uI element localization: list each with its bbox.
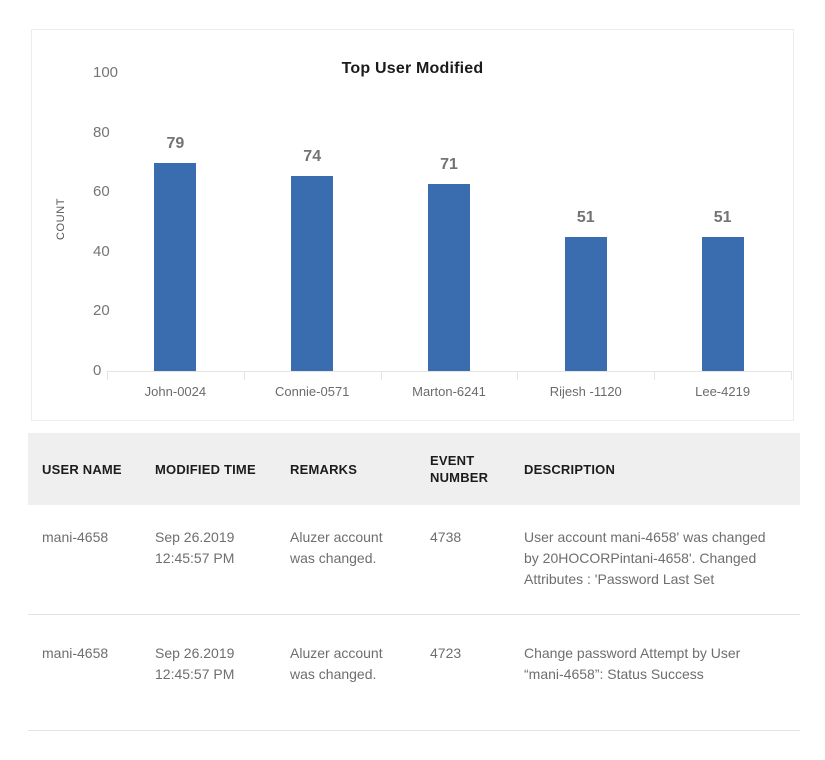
- y-axis-tick-label: 40: [93, 242, 110, 260]
- bar-lee-4219[interactable]: [701, 236, 744, 371]
- table-header-row: USER NAME MODIFIED TIME REMARKS EVENT NUMBE…: [28, 433, 800, 505]
- bar-john-0024[interactable]: [154, 162, 197, 371]
- x-axis-tick: [791, 371, 792, 380]
- x-axis-tick: [107, 371, 108, 380]
- x-axis: John-0024 Connie-0571 Marton-6241 Rijesh -1…: [107, 384, 791, 404]
- cell-description: Change password Attempt by User “mani-46…: [524, 645, 741, 682]
- bar-value-label: 51: [713, 208, 732, 226]
- column-header-event-number: EVENT NUMBER: [430, 453, 489, 485]
- cell-event-number: 4723: [430, 645, 462, 661]
- bar-rijesh-1120[interactable]: [564, 236, 607, 371]
- cell-modified-time: Sep 26.2019 12:45:57 PM: [155, 645, 235, 682]
- table-row: mani-4658 Sep 26.2019 12:45:57 PM Aluzer a…: [28, 505, 800, 615]
- bar-value-label: 79: [166, 134, 185, 152]
- x-axis-tick: [243, 371, 245, 380]
- cell-user-name: mani-4658: [42, 529, 109, 545]
- table-row: mani-4658 Sep 26.2019 12:45:57 PM Aluzer a…: [28, 615, 800, 731]
- x-axis-category-label: Connie-0571: [274, 384, 350, 399]
- y-axis-tick-label: 80: [93, 123, 110, 141]
- column-header-user-name: USER NAME: [42, 461, 122, 477]
- y-axis-tick-label: 20: [93, 302, 110, 320]
- y-axis-label: COUNT: [55, 197, 67, 241]
- bar-marton-6241[interactable]: [428, 183, 470, 371]
- x-axis-category-label: Marton-6241: [412, 384, 486, 399]
- chart-card: Top User Modified COUNT 79 74 71 51 51 John-…: [31, 29, 794, 421]
- column-header-modified-time: MODIFIED TIME: [155, 461, 256, 477]
- x-axis-tick: [517, 371, 519, 380]
- bar-value-label: 71: [440, 155, 458, 173]
- bar-value-label: 51: [576, 208, 595, 226]
- cell-event-number: 4738: [430, 529, 462, 545]
- cell-modified-time: Sep 26.2019 12:45:57 PM: [155, 529, 235, 566]
- x-axis-tick: [654, 371, 656, 380]
- column-header-remarks: REMARKS: [290, 461, 358, 477]
- bar-connie-0571[interactable]: [291, 175, 334, 371]
- x-axis-category-label: Rijesh -1120: [549, 384, 622, 399]
- cell-remarks: Aluzer account was changed.: [290, 645, 383, 682]
- x-axis-tick: [380, 371, 382, 380]
- y-axis-tick-label: 100: [93, 64, 119, 81]
- y-axis-tick-label: 0: [93, 362, 102, 379]
- cell-remarks: Aluzer account was changed.: [290, 529, 383, 566]
- chart-title: Top User Modified: [341, 60, 484, 77]
- cell-description: User account mani-4658' was changed by 2…: [524, 529, 766, 587]
- cell-user-name: mani-4658: [42, 645, 109, 661]
- bar-value-label: 74: [303, 147, 322, 165]
- bar-chart-plot: 79 74 71 51 51: [107, 73, 792, 380]
- events-table: USER NAME MODIFIED TIME REMARKS EVENT NUMBE…: [28, 433, 800, 731]
- x-axis-category-label: Lee-4219: [695, 384, 751, 399]
- column-header-description: DESCRIPTION: [524, 461, 616, 477]
- table-body: mani-4658 Sep 26.2019 12:45:57 PM Aluzer a…: [28, 505, 800, 731]
- x-axis-category-label: John-0024: [144, 384, 207, 399]
- y-axis-tick-label: 60: [93, 183, 110, 201]
